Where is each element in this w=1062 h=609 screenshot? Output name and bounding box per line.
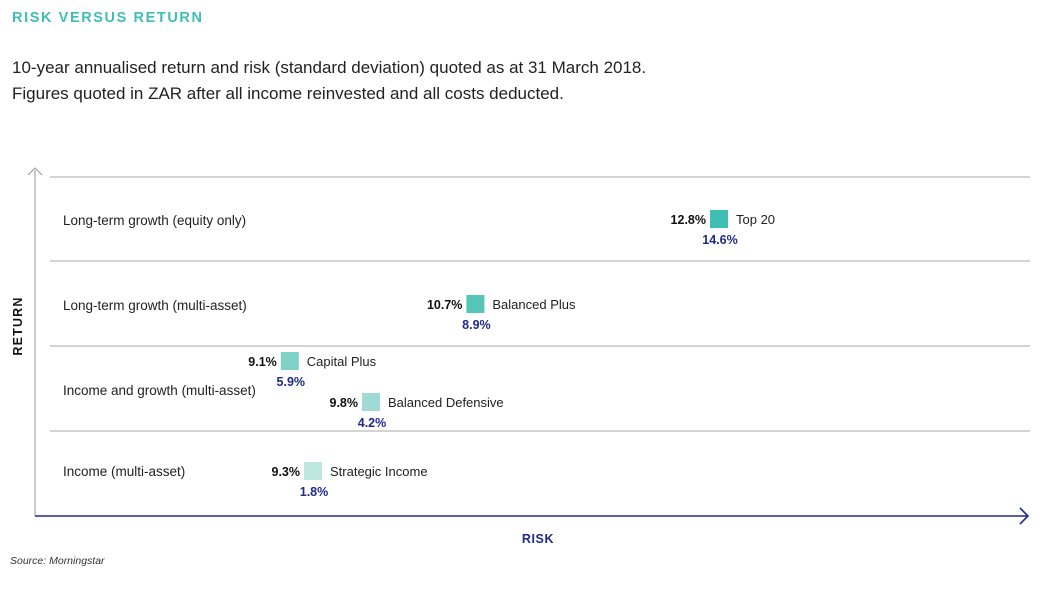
fund-label-balanced-defensive: Balanced Defensive xyxy=(388,395,504,410)
fund-label-top-20: Top 20 xyxy=(736,212,775,227)
chart-subtitle-line-1: 10-year annualised return and risk (stan… xyxy=(12,58,647,77)
marker-top-20 xyxy=(710,210,728,228)
marker-balanced-defensive xyxy=(362,393,380,411)
risk-label-capital-plus: 9.1% xyxy=(248,355,277,369)
return-label-strategic-income: 1.8% xyxy=(300,485,329,499)
fund-label-strategic-income: Strategic Income xyxy=(330,464,428,479)
x-axis-label: RISK xyxy=(522,532,554,546)
chart-title: RISK VERSUS RETURN xyxy=(12,10,204,26)
risk-label-balanced-plus: 10.7% xyxy=(427,298,462,312)
risk-label-top-20: 12.8% xyxy=(671,213,706,227)
marker-balanced-plus xyxy=(466,295,485,313)
band-label-1: Long-term growth (multi-asset) xyxy=(63,298,247,313)
band-label-0: Long-term growth (equity only) xyxy=(63,213,246,228)
band-label-2: Income and growth (multi-asset) xyxy=(63,383,256,398)
band-label-3: Income (multi-asset) xyxy=(63,464,185,479)
risk-label-strategic-income: 9.3% xyxy=(272,465,301,479)
fund-label-balanced-plus: Balanced Plus xyxy=(492,297,576,312)
marker-strategic-income xyxy=(304,462,322,480)
marker-capital-plus xyxy=(280,352,299,370)
return-label-balanced-defensive: 4.2% xyxy=(358,416,387,430)
return-label-balanced-plus: 8.9% xyxy=(462,318,491,332)
return-label-top-20: 14.6% xyxy=(702,233,737,247)
return-label-capital-plus: 5.9% xyxy=(277,375,306,389)
y-axis-label: RETURN xyxy=(11,296,25,355)
risk-label-balanced-defensive: 9.8% xyxy=(330,396,359,410)
fund-label-capital-plus: Capital Plus xyxy=(307,354,377,369)
x-axis-arrow-icon xyxy=(1019,507,1030,525)
source-note: Source: Morningstar xyxy=(10,555,105,567)
chart-subtitle-line-2: Figures quoted in ZAR after all income r… xyxy=(12,84,564,103)
y-axis-arrow-icon xyxy=(27,167,43,176)
